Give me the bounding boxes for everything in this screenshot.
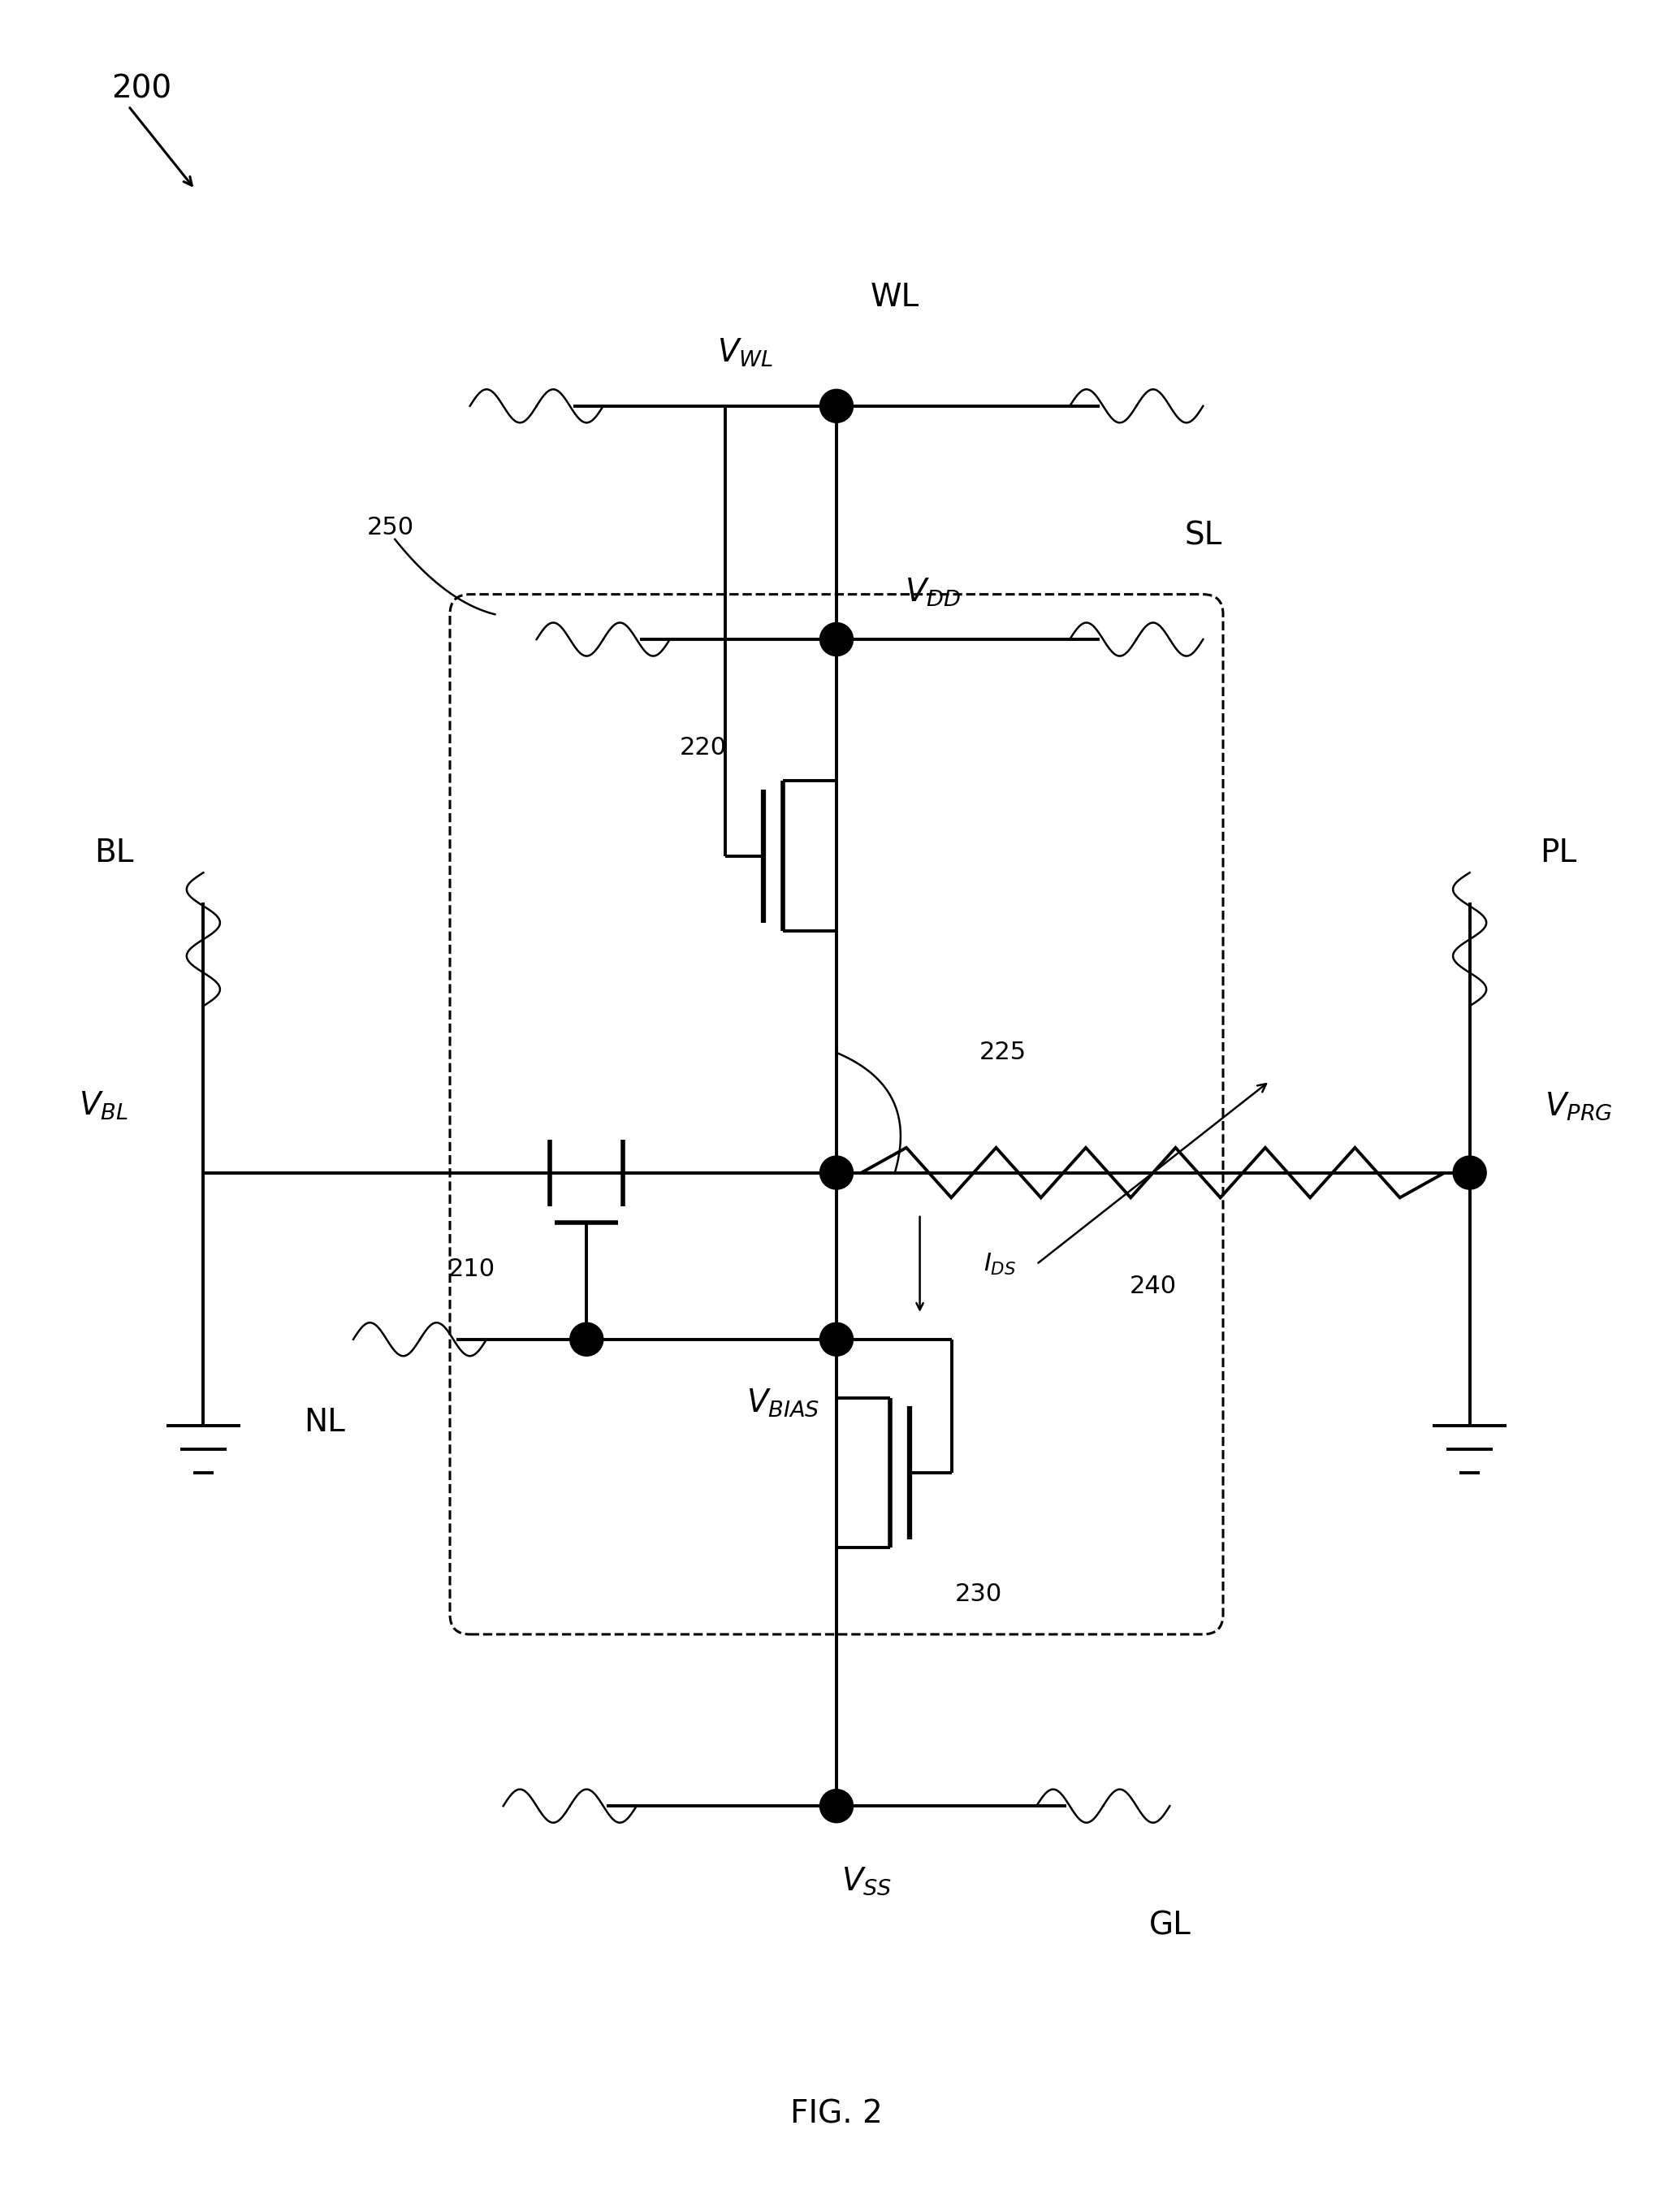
Text: 210: 210 [448, 1259, 495, 1281]
Text: 200: 200 [112, 73, 172, 104]
Text: $V_{DD}$: $V_{DD}$ [905, 577, 962, 608]
Text: $V_{BIAS}$: $V_{BIAS}$ [746, 1387, 820, 1418]
Text: PL: PL [1539, 836, 1576, 867]
Circle shape [1454, 1157, 1486, 1190]
Text: SL: SL [1184, 520, 1221, 551]
Text: 250: 250 [366, 515, 413, 540]
Text: BL: BL [94, 836, 134, 867]
Circle shape [820, 622, 853, 657]
Text: 225: 225 [979, 1042, 1027, 1064]
Text: WL: WL [870, 283, 918, 314]
Text: 220: 220 [679, 737, 726, 759]
Text: NL: NL [303, 1407, 345, 1438]
Text: 240: 240 [1129, 1274, 1176, 1298]
Text: $V_{BL}$: $V_{BL}$ [79, 1091, 129, 1121]
Text: $V_{WL}$: $V_{WL}$ [716, 336, 773, 369]
Text: GL: GL [1149, 1911, 1191, 1942]
Text: $V_{SS}$: $V_{SS}$ [842, 1865, 892, 1896]
Circle shape [570, 1323, 604, 1356]
Text: $I_{DS}$: $I_{DS}$ [984, 1252, 1016, 1276]
Circle shape [820, 1790, 853, 1823]
Circle shape [820, 1323, 853, 1356]
Circle shape [820, 389, 853, 422]
Text: $V_{PRG}$: $V_{PRG}$ [1544, 1091, 1613, 1121]
Circle shape [820, 1157, 853, 1190]
Text: FIG. 2: FIG. 2 [790, 2099, 883, 2130]
Text: 230: 230 [955, 1582, 1002, 1606]
